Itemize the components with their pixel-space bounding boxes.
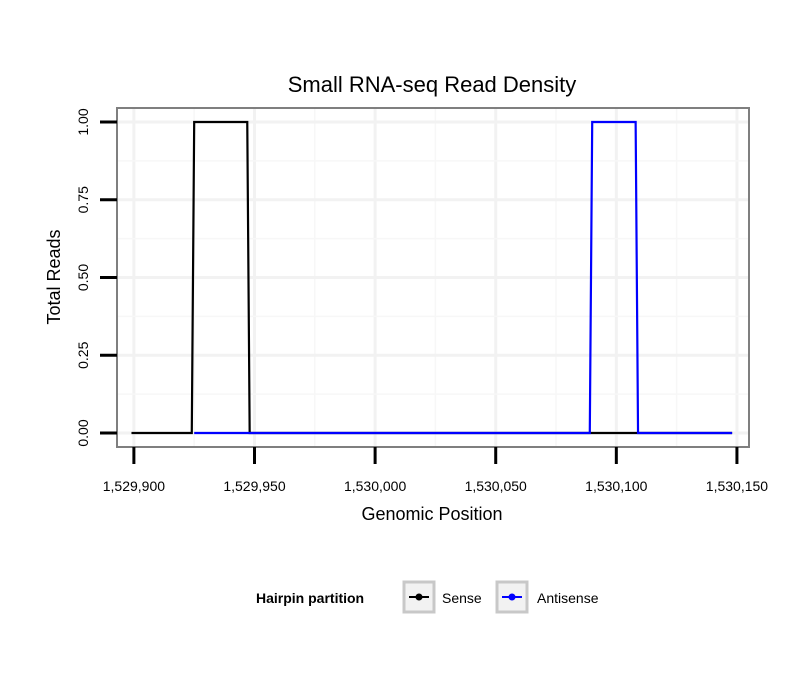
legend: Hairpin partition Sense Antisense — [256, 580, 599, 614]
x-tick-label-0: 1,529,900 — [103, 478, 165, 494]
series-layer — [131, 120, 733, 435]
legend-label-sense: Sense — [442, 590, 482, 606]
grid-layer — [117, 108, 749, 447]
y-tick-label-2: 0.50 — [75, 264, 91, 291]
y-tick-label-3: 0.75 — [75, 186, 91, 213]
x-tick-label-4: 1,530,100 — [585, 478, 647, 494]
x-tick-label-3: 1,530,050 — [465, 478, 527, 494]
x-tick-label-1: 1,529,950 — [223, 478, 285, 494]
x-axis-label: Genomic Position — [361, 504, 502, 524]
legend-key-sense-point — [415, 593, 423, 601]
chart-title: Small RNA-seq Read Density — [288, 72, 577, 97]
legend-label-antisense: Antisense — [537, 590, 599, 606]
legend-title: Hairpin partition — [256, 590, 364, 606]
y-tick-label-4: 1.00 — [75, 108, 91, 135]
axis-layer: 1,529,900 1,529,950 1,530,000 1,530,050 1,53… — [75, 108, 768, 494]
y-tick-label-1: 0.25 — [75, 341, 91, 368]
legend-key-antisense-point — [508, 593, 516, 601]
x-tick-label-2: 1,530,000 — [344, 478, 406, 494]
y-tick-label-0: 0.00 — [75, 419, 91, 446]
x-tick-label-5: 1,530,150 — [706, 478, 768, 494]
series-line-antisense — [194, 120, 733, 435]
y-axis-label: Total Reads — [44, 229, 64, 324]
